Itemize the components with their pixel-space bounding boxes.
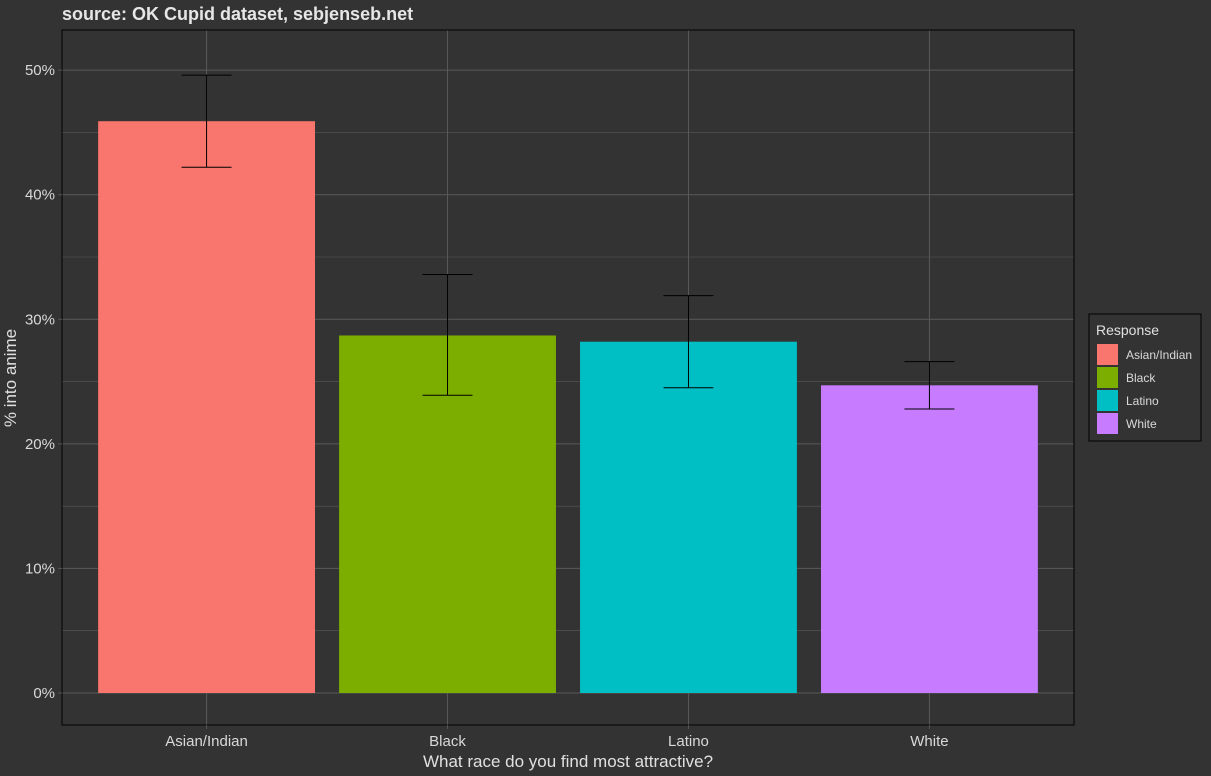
error-bar (181, 74, 232, 168)
error-bar (904, 361, 955, 410)
x-tick-label: Black (429, 733, 466, 750)
y-axis-ticks: 0% 10% 20% 30% 40% 50% (25, 62, 62, 702)
legend-label: Black (1126, 371, 1156, 385)
bars (98, 121, 1038, 693)
chart-title: source: OK Cupid dataset, sebjenseb.net (62, 4, 413, 24)
x-tick-label: Asian/Indian (165, 733, 248, 750)
y-tick-label: 50% (25, 62, 55, 79)
panel-border (61, 29, 1075, 726)
x-axis-ticks: Asian/Indian Black Latino White (165, 725, 949, 750)
y-tick-label: 20% (25, 436, 55, 453)
legend-key (1097, 344, 1118, 365)
legend-key (1097, 413, 1118, 434)
y-axis-title: % into anime (1, 329, 20, 427)
legend-label: Asian/Indian (1126, 348, 1192, 362)
legend-key (1097, 390, 1118, 411)
x-tick-label: Latino (668, 733, 709, 750)
legend-title: Response (1096, 322, 1159, 338)
legend: Response Asian/Indian Black Latino White (1088, 313, 1202, 442)
y-tick-label: 30% (25, 311, 55, 328)
bar-latino (580, 341, 797, 693)
legend-label: Latino (1126, 394, 1159, 408)
legend-key (1097, 367, 1118, 388)
bar-asian-indian (98, 121, 316, 693)
error-bar (663, 295, 714, 389)
error-bars (181, 74, 955, 410)
legend-label: White (1126, 417, 1157, 431)
x-tick-label: White (910, 733, 948, 750)
y-tick-label: 40% (25, 187, 55, 204)
error-bar (422, 273, 473, 396)
y-tick-label: 10% (25, 560, 55, 577)
x-axis-title: What race do you find most attractive? (423, 752, 713, 771)
bar-white (821, 385, 1038, 693)
y-tick-label: 0% (33, 685, 55, 702)
